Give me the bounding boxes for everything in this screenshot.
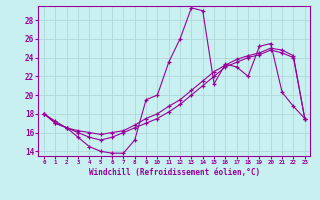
X-axis label: Windchill (Refroidissement éolien,°C): Windchill (Refroidissement éolien,°C) (89, 168, 260, 177)
